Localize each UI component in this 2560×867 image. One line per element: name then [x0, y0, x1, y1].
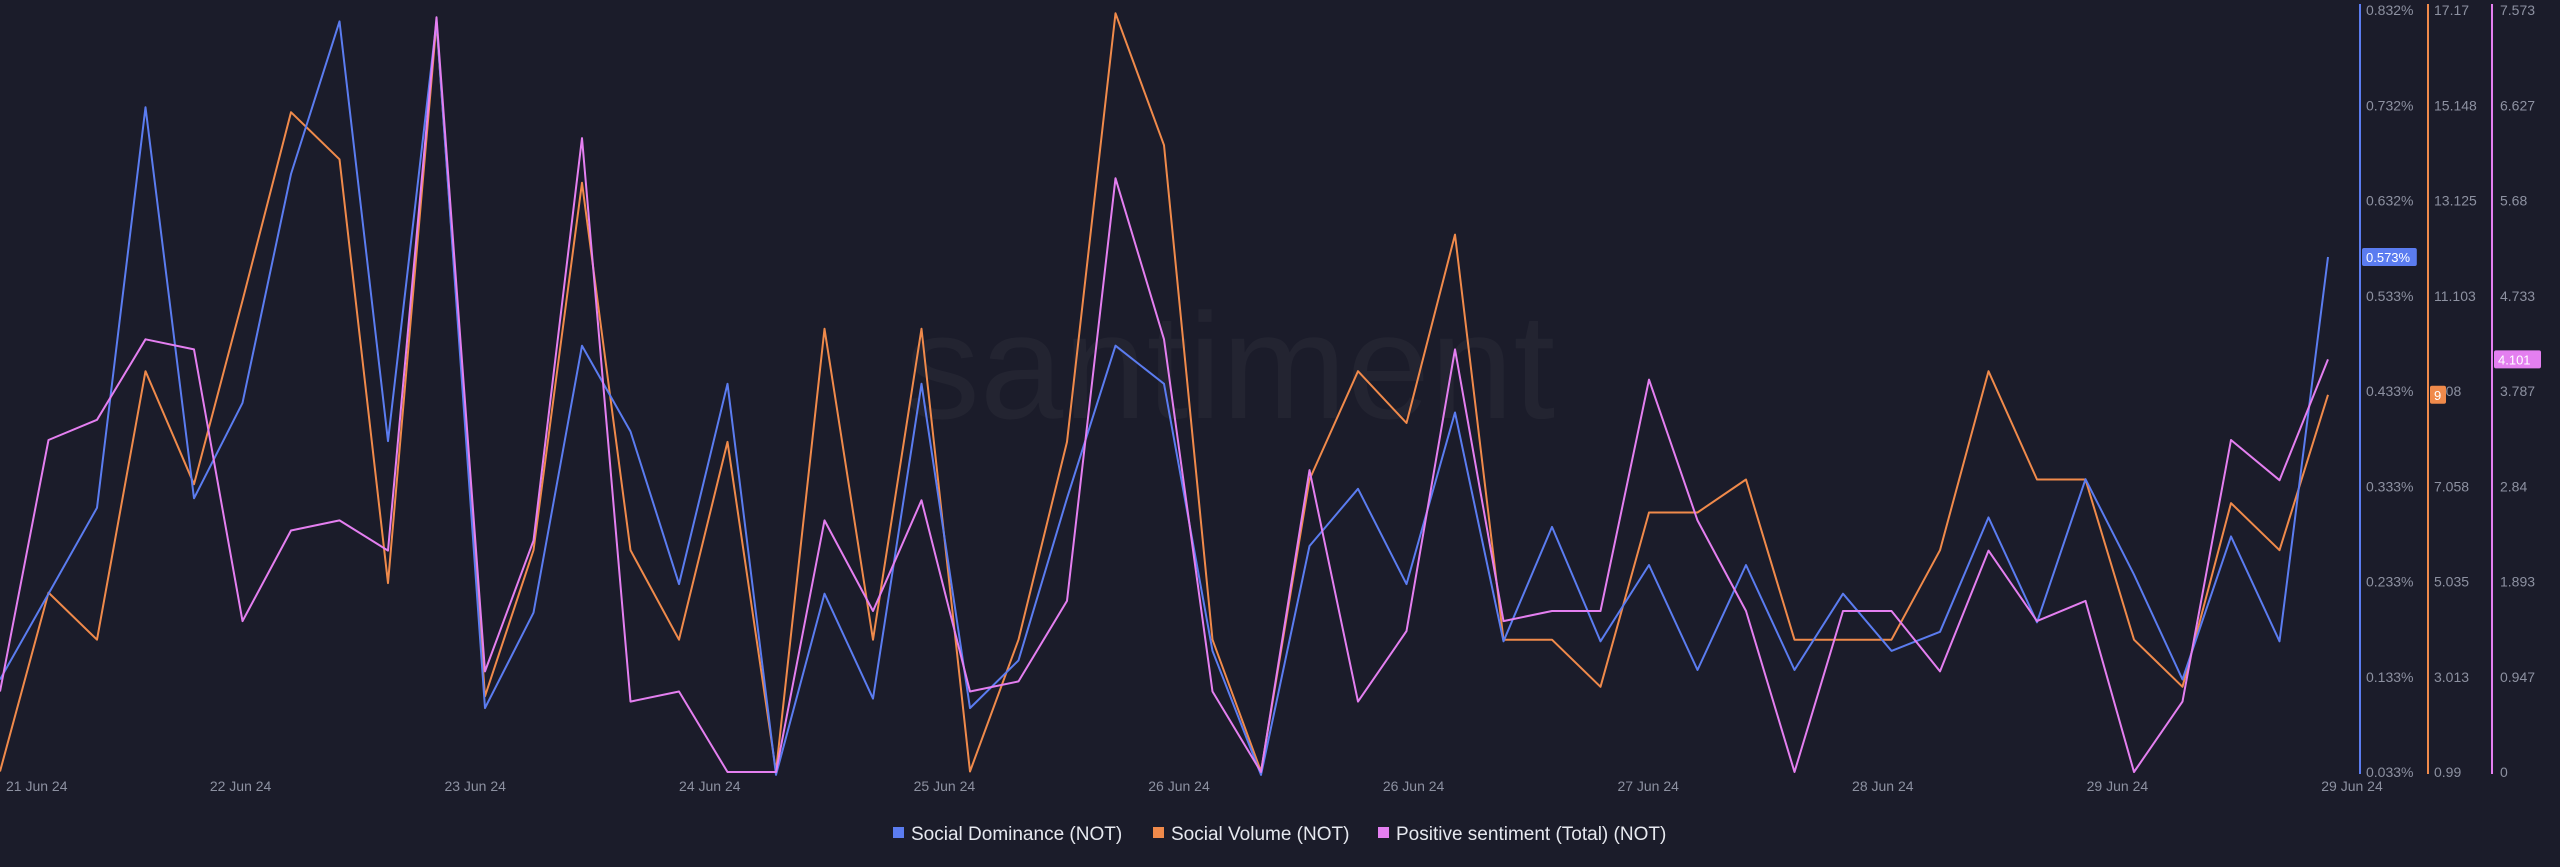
- y-tick-label-sentiment: 0.947: [2500, 669, 2535, 685]
- legend-label: Social Dominance (NOT): [911, 824, 1122, 845]
- y-tick-label-volume: 17.17: [2434, 2, 2469, 18]
- value-axes: 0.832% 0.732% 0.632% 0.533% 0.433% 0.333% 0.23…: [2359, 2, 2535, 780]
- y-tick-label-volume: 7.058: [2434, 478, 2469, 494]
- x-tick-label: 27 Jun 24: [1617, 778, 1679, 794]
- y-tick-label-volume: 3.013: [2434, 669, 2469, 685]
- y-tick-label-volume: 13.125: [2434, 193, 2477, 209]
- y-tick-label-sentiment: 4.733: [2500, 288, 2535, 304]
- current-value-badge-volume: 9: [2430, 385, 2446, 404]
- badge-background: [2494, 350, 2541, 369]
- y-tick-label-dominance: 0.233%: [2366, 574, 2413, 590]
- y-tick-label-volume: 15.148: [2434, 97, 2477, 113]
- current-value-badge-dominance: 0.573%: [2362, 248, 2417, 267]
- legend-item-sentiment[interactable]: Positive sentiment (Total) (NOT): [1378, 824, 1666, 845]
- x-tick-label: 23 Jun 24: [444, 778, 506, 794]
- legend-swatch: [893, 827, 904, 838]
- series-line-sentiment: [0, 16, 2329, 773]
- series-line-dominance: [0, 20, 2329, 776]
- legend: Social Dominance (NOT) Social Volume (NOT…: [893, 824, 1666, 845]
- y-tick-label-volume: 0.99: [2434, 764, 2461, 780]
- y-tick-label-dominance: 0.832%: [2366, 2, 2413, 18]
- badge-value: 0.573%: [2366, 250, 2411, 265]
- y-tick-label-volume: 5.035: [2434, 574, 2469, 590]
- badge-background: [2430, 385, 2446, 404]
- y-tick-label-dominance: 0.732%: [2366, 97, 2413, 113]
- y-tick-label-dominance: 0.533%: [2366, 288, 2413, 304]
- x-tick-label: 24 Jun 24: [679, 778, 741, 794]
- y-tick-label-dominance: 0.033%: [2366, 764, 2413, 780]
- x-tick-label: 26 Jun 24: [1148, 778, 1210, 794]
- y-tick-label-dominance: 0.333%: [2366, 478, 2413, 494]
- legend-swatch: [1153, 827, 1164, 838]
- y-tick-label-sentiment: 2.84: [2500, 478, 2527, 494]
- y-tick-label-sentiment: 7.573: [2500, 2, 2535, 18]
- legend-swatch: [1378, 827, 1389, 838]
- current-value-badges: 0.573% 9 4.101: [2362, 248, 2541, 404]
- legend-label: Positive sentiment (Total) (NOT): [1396, 824, 1666, 845]
- x-tick-label: 29 Jun 24: [2321, 778, 2383, 794]
- y-tick-label-dominance: 0.133%: [2366, 669, 2413, 685]
- legend-label: Social Volume (NOT): [1171, 824, 1349, 845]
- series-lines: [0, 12, 2329, 776]
- series-line-volume: [0, 12, 2329, 773]
- badge-value: 4.101: [2498, 352, 2531, 367]
- x-tick-label: 26 Jun 24: [1383, 778, 1445, 794]
- y-tick-label-sentiment: 3.787: [2500, 383, 2535, 399]
- y-tick-label-volume: 11.103: [2434, 288, 2476, 304]
- legend-item-volume[interactable]: Social Volume (NOT): [1153, 824, 1349, 845]
- y-tick-label-sentiment: 5.68: [2500, 193, 2527, 209]
- y-tick-label-dominance: 0.632%: [2366, 193, 2413, 209]
- y-tick-label-dominance: 0.433%: [2366, 383, 2413, 399]
- x-tick-label: 28 Jun 24: [1852, 778, 1914, 794]
- x-tick-label: 29 Jun 24: [2087, 778, 2149, 794]
- legend-item-dominance[interactable]: Social Dominance (NOT): [893, 824, 1122, 845]
- current-value-badge-sentiment: 4.101: [2494, 350, 2541, 369]
- badge-background: [2362, 248, 2417, 267]
- x-tick-label: 25 Jun 24: [914, 778, 976, 794]
- x-axis: 21 Jun 24 22 Jun 24 23 Jun 24 24 Jun 24 25 J…: [6, 778, 2383, 794]
- x-tick-label: 22 Jun 24: [210, 778, 272, 794]
- y-tick-label-sentiment: 6.627: [2500, 97, 2535, 113]
- badge-value: 9: [2434, 388, 2441, 403]
- y-tick-label-sentiment: 1.893: [2500, 574, 2535, 590]
- y-tick-label-sentiment: 0: [2500, 764, 2508, 780]
- x-tick-label: 21 Jun 24: [6, 778, 68, 794]
